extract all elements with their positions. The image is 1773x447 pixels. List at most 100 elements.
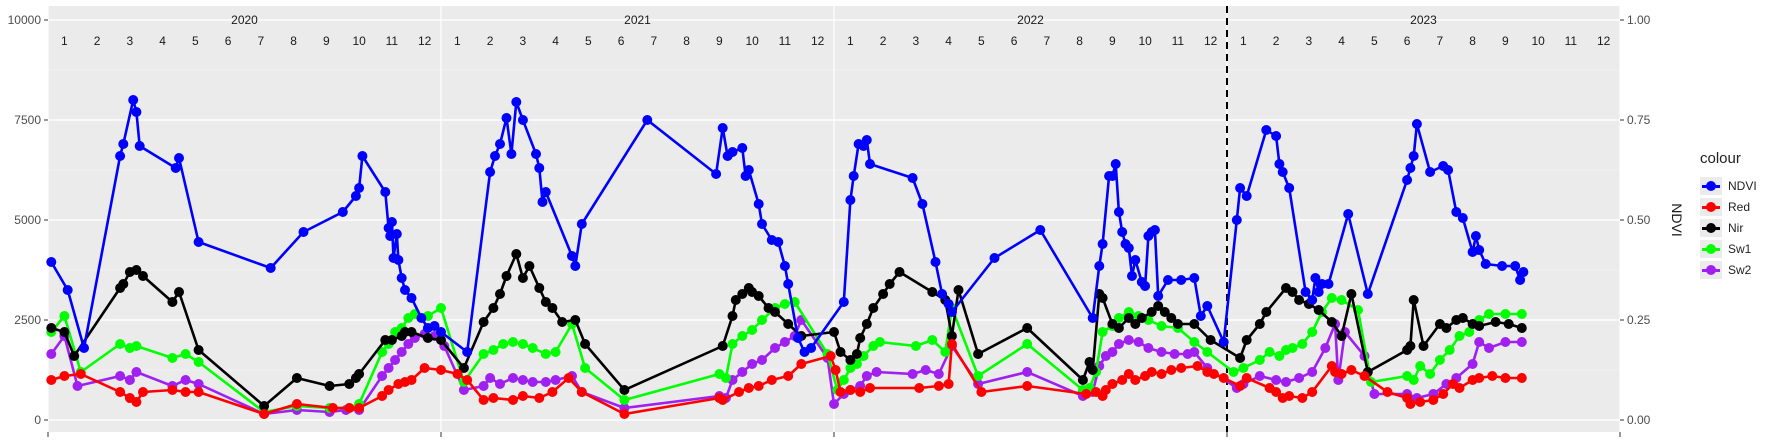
data-point-nir [1418, 341, 1429, 351]
data-point-sw1 [1113, 313, 1124, 323]
data-point-sw2 [1022, 367, 1033, 377]
legend-item-red: Red [1700, 196, 1770, 217]
data-point-sw1 [115, 339, 126, 349]
data-point-ndvi [1035, 225, 1046, 235]
data-point-nir [131, 265, 142, 275]
data-point-ndvi [1130, 255, 1141, 265]
data-point-nir [344, 379, 355, 389]
data-point-red [327, 403, 338, 413]
data-point-ndvi [1277, 167, 1288, 177]
data-point-red [825, 351, 836, 361]
data-point-sw2 [1467, 359, 1478, 369]
data-point-sw1 [619, 395, 630, 405]
y-right-tick-label: 0.25 [1627, 313, 1651, 327]
data-point-nir [406, 327, 417, 337]
data-point-red [1208, 369, 1219, 379]
data-point-red [419, 363, 430, 373]
data-point-sw1 [1238, 363, 1249, 373]
month-label: 1 [1240, 34, 1247, 48]
data-point-nir [884, 279, 895, 289]
data-point-red [452, 369, 463, 379]
month-label: 3 [913, 34, 920, 48]
data-point-sw1 [838, 375, 849, 385]
data-point-sw2 [550, 375, 561, 385]
data-point-red [1081, 389, 1092, 399]
data-point-red [743, 383, 754, 393]
data-point-red [1235, 381, 1246, 391]
month-label: 7 [258, 34, 265, 48]
data-point-sw1 [1516, 309, 1527, 319]
data-point-sw2 [1516, 337, 1527, 347]
data-point-ndvi [131, 107, 142, 117]
month-label: 2 [1273, 34, 1280, 48]
data-point-ndvi [396, 273, 407, 283]
data-point-red [1123, 369, 1134, 379]
data-point-nir [1294, 295, 1305, 305]
data-point-sw2 [124, 375, 135, 385]
data-point-nir [1189, 319, 1200, 329]
data-point-red [1359, 371, 1370, 381]
data-point-sw1 [973, 371, 984, 381]
data-point-ndvi [495, 139, 505, 149]
data-point-sw2 [390, 355, 401, 365]
data-point-sw2 [861, 371, 872, 381]
data-point-nir [737, 289, 748, 299]
data-point-red [1438, 389, 1449, 399]
data-point-nir [1516, 323, 1527, 333]
legend-key [1700, 176, 1722, 195]
month-label: 9 [716, 34, 723, 48]
data-point-ndvi [567, 251, 577, 261]
data-point-ndvi [917, 199, 928, 209]
legend-key-dot [1706, 180, 1716, 191]
data-point-nir [1235, 353, 1246, 363]
legend-label: Nir [1728, 220, 1744, 235]
legend-item-ndvi: NDVI [1700, 175, 1770, 196]
data-point-sw2 [1169, 349, 1180, 359]
data-point-nir [1241, 335, 1252, 345]
data-point-sw1 [1274, 351, 1285, 361]
data-point-ndvi [1153, 291, 1164, 301]
data-point-nir [422, 333, 433, 343]
data-point-red [138, 387, 148, 397]
data-point-sw2 [1369, 389, 1380, 399]
month-label: 5 [1371, 34, 1378, 48]
data-point-nir [478, 317, 489, 327]
data-point-ndvi [570, 261, 581, 271]
data-point-sw1 [436, 303, 446, 313]
data-point-ndvi [1189, 273, 1200, 283]
data-point-red [830, 365, 841, 375]
data-point-ndvi [1123, 243, 1134, 253]
data-point-ndvi [400, 285, 410, 295]
data-point-ndvi [1323, 279, 1334, 289]
data-point-ndvi [753, 199, 764, 209]
data-point-red [1297, 393, 1308, 403]
legend-key [1700, 218, 1722, 237]
data-point-red [946, 339, 957, 349]
data-point-red [1454, 383, 1465, 393]
data-point-nir [855, 333, 866, 343]
month-label: 2 [880, 34, 887, 48]
data-point-sw2 [72, 381, 83, 391]
data-point-red [619, 409, 630, 419]
data-point-sw1 [1097, 327, 1108, 337]
data-point-ndvi [845, 195, 856, 205]
data-point-nir [861, 319, 872, 329]
data-point-sw2 [527, 377, 538, 387]
month-label: 6 [1011, 34, 1018, 48]
data-point-red [406, 375, 417, 385]
data-point-nir [1313, 305, 1324, 315]
data-point-sw2 [920, 365, 931, 375]
data-point-ndvi [1113, 207, 1124, 217]
data-point-ndvi [1241, 191, 1252, 201]
data-point-red [478, 395, 489, 405]
data-point-sw2 [383, 363, 394, 373]
data-point-sw1 [1484, 309, 1494, 319]
data-point-red [563, 373, 574, 383]
data-point-nir [770, 307, 780, 317]
data-point-sw1 [1189, 337, 1200, 347]
data-point-ndvi [773, 237, 784, 247]
data-point-nir [894, 267, 905, 277]
data-point-sw1 [1202, 347, 1213, 357]
month-label: 6 [225, 34, 232, 48]
